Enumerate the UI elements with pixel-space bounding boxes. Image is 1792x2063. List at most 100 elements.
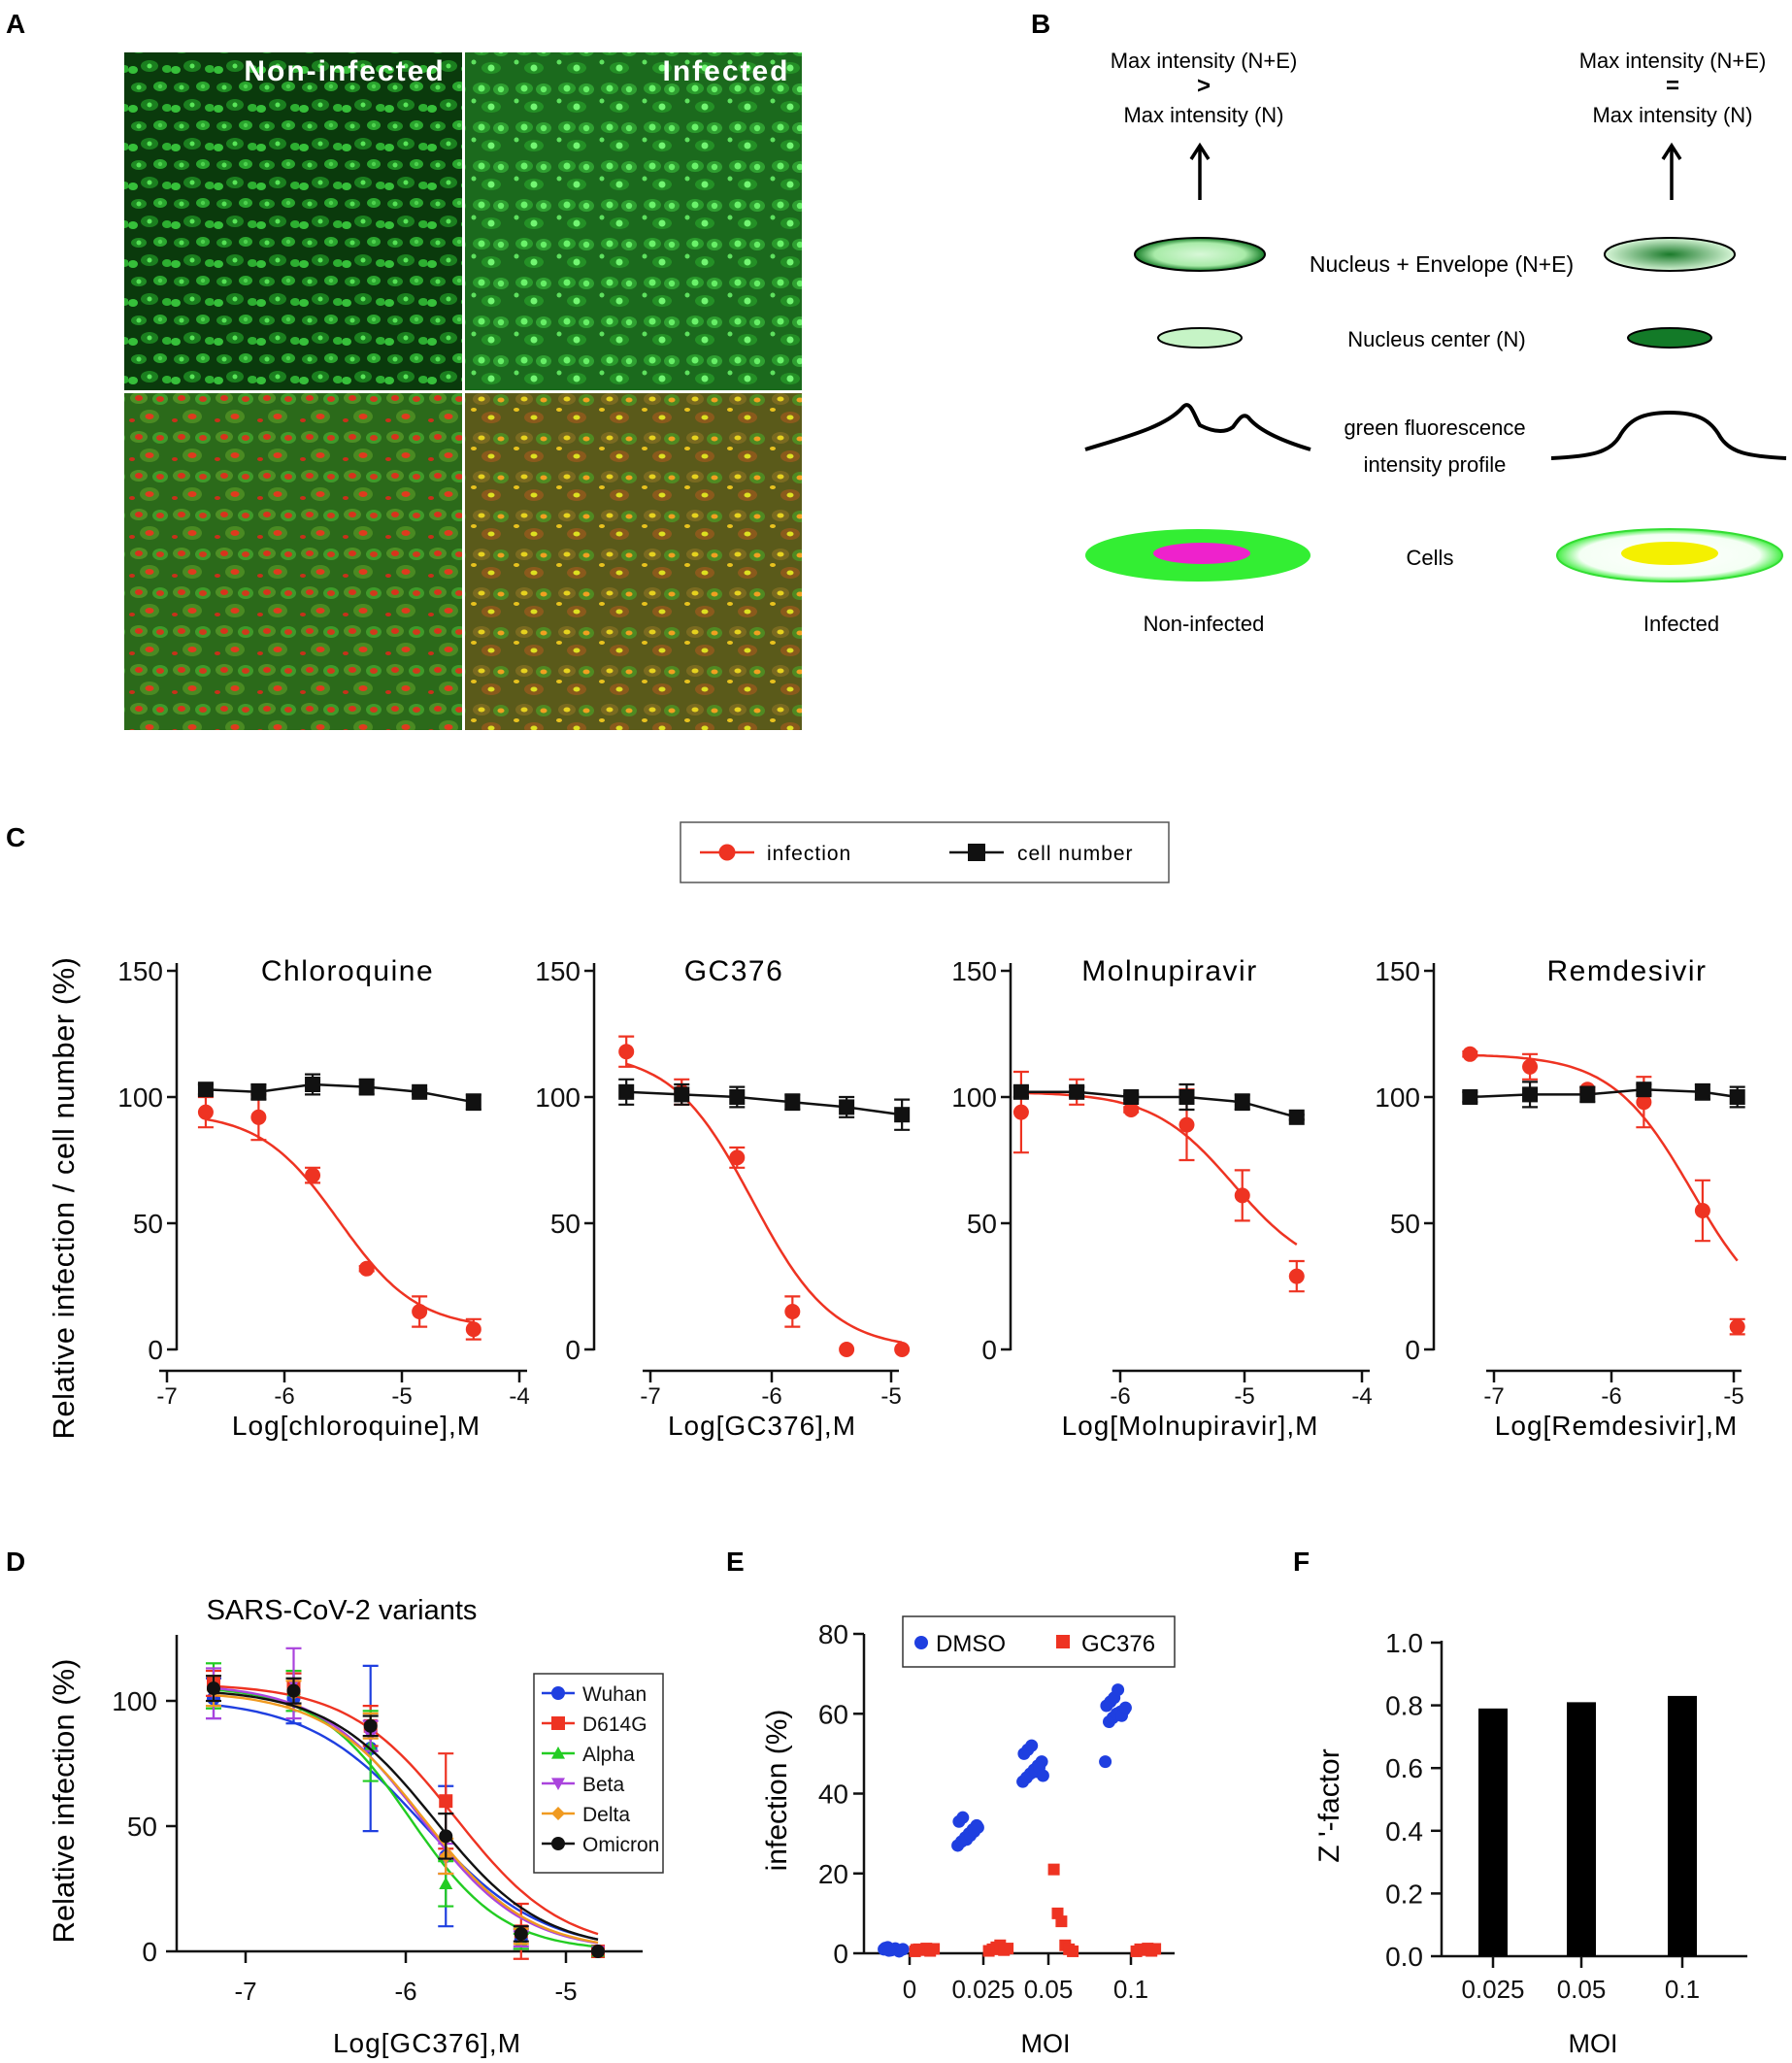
infection-fit-curve <box>1470 1053 1739 1262</box>
x-tick-label: -4 <box>1351 1383 1372 1410</box>
infection-point <box>1694 1203 1710 1218</box>
legend-label-omicron: Omicron <box>582 1834 659 1856</box>
infection-point <box>305 1167 321 1183</box>
panel-f-xlabel: MOI <box>1569 2029 1618 2058</box>
micrograph-label-noninfected: Non-infected <box>244 55 445 87</box>
y-tick-label: 50 <box>550 1209 581 1239</box>
y-tick-label: 150 <box>535 956 581 986</box>
subplot-gc376-title: GC376 <box>684 955 784 987</box>
b-label-infected: Infected <box>1643 612 1719 636</box>
infection-point <box>729 1149 746 1166</box>
y-tick-label: 50 <box>1390 1209 1420 1239</box>
fit-curve-omicron <box>213 1691 599 1941</box>
y-tick-label: 150 <box>1375 956 1420 986</box>
panel-letter-f: F <box>1293 1547 1310 1577</box>
panel-f-chart: MOI Z '-factor 0.00.20.40.60.81.00.025 0.… <box>1313 1628 1747 2058</box>
b-left-max-ne: Max intensity (N+E) <box>1111 49 1298 73</box>
infection-point <box>1522 1058 1539 1075</box>
y-tick-label: 100 <box>951 1082 997 1113</box>
b-nucleus-center-noninfected <box>1157 327 1243 349</box>
b-left-max-n: Max intensity (N) <box>1123 103 1283 127</box>
x-tick-label: -4 <box>509 1383 529 1410</box>
y-tick-label: 80 <box>818 1619 848 1649</box>
cell-number-point <box>618 1083 635 1100</box>
y-tick-label: 100 <box>535 1082 581 1113</box>
x-tick-label: 0.025 <box>1461 1975 1524 2004</box>
panel-d-xlabel: Log[GC376],M <box>333 2028 521 2058</box>
gc376-point <box>928 1943 941 1955</box>
dmso-point <box>1025 1739 1039 1752</box>
cell-number-point <box>197 1081 214 1098</box>
bar-moi-0.1 <box>1668 1695 1697 1956</box>
point-omicron <box>207 1681 220 1696</box>
cell-number-point <box>358 1079 375 1095</box>
cell-number-point <box>1522 1086 1539 1103</box>
cell-number-point <box>1462 1089 1478 1105</box>
cell-number-point <box>1694 1083 1710 1100</box>
b-right-arrow <box>1661 142 1682 200</box>
infection-point <box>1288 1268 1305 1284</box>
infection-point <box>197 1104 214 1120</box>
cell-number-point <box>1579 1086 1596 1103</box>
legend-marker-d614g <box>551 1716 565 1730</box>
bar-moi-0.025 <box>1478 1708 1508 1956</box>
micrograph-noninfected-green <box>124 52 462 390</box>
panel-letter-a: A <box>6 9 25 39</box>
panel-letter-c: C <box>6 822 25 852</box>
infection-point <box>1234 1187 1250 1204</box>
dmso-point <box>896 1943 910 1956</box>
x-tick-label: -6 <box>394 1977 416 2006</box>
y-tick-label: 150 <box>951 956 997 986</box>
fit-curve-delta <box>213 1693 599 1945</box>
legend-marker-delta <box>551 1807 565 1820</box>
cell-number-point <box>1636 1081 1652 1098</box>
b-left-operator: > <box>1197 73 1211 99</box>
infection-fit-curve <box>1020 1091 1298 1246</box>
x-tick-label: -5 <box>880 1383 901 1410</box>
cell-number-point <box>1234 1094 1250 1111</box>
b-nucleus-envelope-infected <box>1604 237 1736 272</box>
infection-point <box>1123 1102 1140 1117</box>
y-tick-label: 0 <box>833 1939 848 1969</box>
y-tick-label: 1.0 <box>1385 1628 1423 1658</box>
x-tick-label: -6 <box>274 1383 294 1410</box>
y-tick-label: 0 <box>148 1335 163 1365</box>
b-label-nucleus-envelope: Nucleus + Envelope (N+E) <box>1310 251 1574 277</box>
y-tick-label: 0.8 <box>1385 1691 1423 1721</box>
b-right-max-ne: Max intensity (N+E) <box>1579 49 1767 73</box>
infection-point <box>250 1109 267 1125</box>
b-label-cells: Cells <box>1407 546 1454 570</box>
infection-point <box>1729 1318 1745 1335</box>
b-nucleus-center-infected <box>1627 327 1712 349</box>
x-tick-label: -6 <box>1601 1383 1621 1410</box>
y-tick-label: 0.0 <box>1385 1942 1423 1972</box>
cell-number-point <box>1178 1089 1195 1105</box>
subplot-chloroquine-title: Chloroquine <box>261 955 434 987</box>
panel-e-axes: 0 20 40 60 80 0 0.025 0.05 0.1 <box>818 1619 1175 2004</box>
x-tick-label: 0 <box>903 1975 916 2004</box>
subplot-chloroquine: Chloroquine Log[chloroquine],M 0 50 100 150… <box>117 955 529 1441</box>
gc376-point <box>1067 1945 1079 1957</box>
legend-e-gc376-label: GC376 <box>1081 1631 1155 1657</box>
gc376-point <box>1055 1915 1068 1928</box>
y-tick-label: 100 <box>117 1082 163 1113</box>
subplot-molnupiravir-axes: 0 50 100 150 -6 -5 -4 <box>951 956 1372 1410</box>
infection-fit-curve <box>625 1062 903 1344</box>
cell-number-point <box>412 1083 428 1100</box>
dmso-point <box>882 1944 896 1957</box>
legend-label-d614g: D614G <box>582 1714 647 1736</box>
panel-e-marks <box>878 1683 1162 1958</box>
micrograph-label-infected: Infected <box>662 55 789 87</box>
point-alpha <box>439 1877 453 1889</box>
x-tick-label: -6 <box>1110 1383 1130 1410</box>
subplot-remdesivir-axes: 0 50 100 150 -7 -6 -5 <box>1375 956 1743 1410</box>
fit-curve-d614g <box>213 1684 599 1936</box>
cell-number-point <box>250 1083 267 1100</box>
legend-c-box <box>680 821 1170 883</box>
cell-number-point <box>1012 1083 1029 1100</box>
x-tick-label: 0.05 <box>1024 1975 1074 2004</box>
x-tick-label: -7 <box>156 1383 177 1410</box>
cell-number-point <box>305 1077 321 1092</box>
